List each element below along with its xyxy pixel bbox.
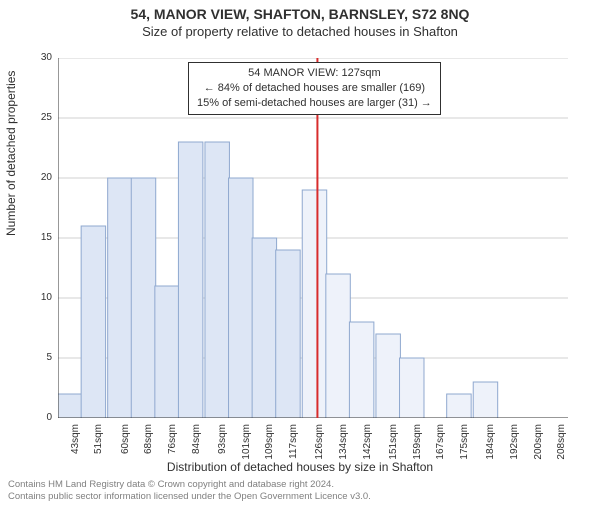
x-tick-label: 93sqm [217, 424, 228, 464]
x-tick-label: 184sqm [485, 424, 496, 464]
page-title: 54, MANOR VIEW, SHAFTON, BARNSLEY, S72 8… [0, 6, 600, 22]
footer-line-1: Contains HM Land Registry data © Crown c… [8, 479, 371, 490]
y-tick-label: 0 [28, 412, 52, 423]
x-tick-label: 76sqm [167, 424, 178, 464]
footer-line-2: Contains public sector information licen… [8, 491, 371, 502]
histogram-chart: 54 MANOR VIEW: 127sqm ← 84% of detached … [58, 58, 568, 418]
x-tick-label: 200sqm [533, 424, 544, 464]
page-subtitle: Size of property relative to detached ho… [0, 24, 600, 39]
x-tick-label: 134sqm [338, 424, 349, 464]
x-tick-label: 192sqm [509, 424, 520, 464]
x-tick-label: 126sqm [314, 424, 325, 464]
x-tick-label: 142sqm [362, 424, 373, 464]
x-tick-label: 51sqm [93, 424, 104, 464]
x-tick-label: 159sqm [412, 424, 423, 464]
x-tick-label: 43sqm [70, 424, 81, 464]
attribution-footer: Contains HM Land Registry data © Crown c… [8, 479, 371, 502]
x-tick-label: 151sqm [388, 424, 399, 464]
info-line-3: 15% of semi-detached houses are larger (… [197, 96, 432, 111]
info-line-1: 54 MANOR VIEW: 127sqm [197, 66, 432, 81]
y-axis-label: Number of detached properties [4, 71, 18, 236]
x-tick-label: 117sqm [288, 424, 299, 464]
x-tick-label: 208sqm [556, 424, 567, 464]
info-line-2: ← 84% of detached houses are smaller (16… [197, 81, 432, 96]
summary-info-box: 54 MANOR VIEW: 127sqm ← 84% of detached … [188, 62, 441, 115]
y-tick-label: 15 [28, 232, 52, 243]
x-tick-label: 175sqm [459, 424, 470, 464]
x-tick-label: 60sqm [120, 424, 131, 464]
x-tick-label: 68sqm [143, 424, 154, 464]
y-tick-label: 5 [28, 352, 52, 363]
y-tick-label: 20 [28, 172, 52, 183]
x-tick-label: 101sqm [241, 424, 252, 464]
y-tick-label: 30 [28, 52, 52, 63]
x-tick-label: 109sqm [264, 424, 275, 464]
y-tick-label: 10 [28, 292, 52, 303]
x-tick-label: 167sqm [435, 424, 446, 464]
x-tick-label: 84sqm [191, 424, 202, 464]
y-tick-label: 25 [28, 112, 52, 123]
